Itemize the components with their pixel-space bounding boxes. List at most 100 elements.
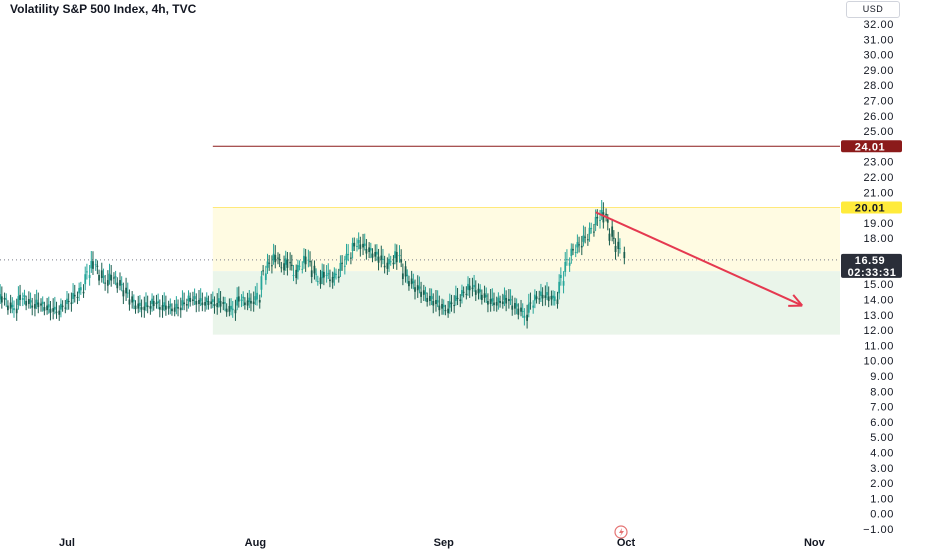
candle-body (66, 298, 68, 305)
candle-body (375, 251, 378, 255)
y-tick-label: 5.00 (870, 432, 894, 444)
candle-body (499, 300, 501, 304)
candle-body (331, 277, 334, 283)
candle-body (596, 216, 599, 219)
candle-body (271, 265, 273, 267)
candle (368, 242, 371, 259)
candle-body (252, 301, 255, 305)
price-axis[interactable]: 32.00 31.00 30.00 29.00 28.00 27.00 26.00 25.00… (863, 19, 894, 536)
candle-body (442, 304, 445, 308)
candle-body (128, 299, 131, 305)
candle (250, 293, 252, 312)
candle-body (92, 261, 94, 269)
candle-body (350, 257, 352, 259)
candle-body (368, 247, 371, 253)
candle-body (600, 209, 603, 216)
candle (341, 255, 343, 271)
candle-body (568, 262, 571, 266)
candle-body (465, 293, 468, 295)
projection-arrow[interactable] (595, 211, 803, 307)
candle (278, 253, 281, 268)
candle (88, 265, 91, 286)
candle (183, 292, 186, 311)
candle (408, 275, 410, 291)
candle-body (64, 307, 67, 309)
candle (356, 238, 358, 252)
candle (53, 296, 56, 315)
y-tick-label: 0.00 (870, 509, 894, 521)
candle-body (580, 245, 583, 248)
candle-body (374, 252, 377, 257)
candle-body (86, 271, 88, 273)
time-axis[interactable]: Jul Aug Sep Oct Nov (59, 537, 826, 549)
candle (493, 292, 495, 312)
candle (375, 244, 378, 261)
candle-body (78, 287, 81, 294)
resistance-zone[interactable] (212, 207, 841, 272)
candle-body (82, 291, 85, 294)
arrow-head-right (792, 294, 803, 307)
candle (389, 255, 392, 266)
level-price-tag-value: 24.01 (855, 141, 886, 153)
candle (218, 288, 220, 308)
candle-body (295, 269, 298, 279)
y-tick-label: 11.00 (864, 340, 894, 352)
candle (143, 296, 146, 318)
candle-body (242, 296, 245, 299)
y-tick-label: 30.00 (863, 50, 894, 62)
candle (13, 300, 15, 318)
candle (228, 298, 231, 317)
candle-body (392, 262, 395, 265)
candle-body (213, 304, 216, 307)
candle (116, 277, 119, 293)
candle-body (479, 289, 482, 292)
event-icon[interactable] (614, 525, 628, 539)
candle (520, 299, 522, 317)
candle-body (574, 252, 577, 254)
candle (119, 272, 121, 291)
candle-body (612, 237, 615, 239)
candle-body (243, 302, 246, 306)
candle-body (566, 259, 568, 261)
candle-body (9, 302, 12, 309)
candle (521, 303, 524, 318)
candle-body (310, 270, 313, 278)
currency-selector[interactable]: USD (846, 1, 900, 18)
candle (547, 286, 550, 308)
candle-body (422, 290, 425, 295)
candle-body (157, 301, 160, 304)
candle (566, 249, 568, 266)
candle-body (88, 274, 91, 279)
candle-body (474, 290, 477, 295)
candle-body (325, 274, 328, 276)
candle (509, 289, 512, 306)
candle (533, 289, 536, 309)
candle (243, 297, 246, 310)
candle-body (183, 302, 186, 305)
candle-body (593, 231, 595, 233)
candle (515, 298, 518, 315)
candle-body (398, 255, 401, 257)
candle (266, 253, 269, 274)
candle-body (307, 259, 310, 261)
candle (430, 288, 433, 306)
candle (497, 292, 500, 310)
candle (523, 308, 526, 326)
candle (64, 299, 67, 314)
candle-body (125, 287, 127, 294)
candle (236, 287, 239, 311)
candle (535, 291, 538, 304)
candle (113, 272, 115, 285)
candle-body (149, 306, 152, 309)
candle (461, 284, 463, 304)
candle-body (515, 303, 518, 307)
candle (126, 282, 129, 298)
candle (286, 252, 289, 276)
candle-body (40, 303, 42, 306)
candle-body (450, 302, 453, 305)
candle-body (137, 303, 140, 309)
candle (240, 294, 243, 308)
candle (562, 271, 565, 294)
candle (343, 255, 346, 275)
